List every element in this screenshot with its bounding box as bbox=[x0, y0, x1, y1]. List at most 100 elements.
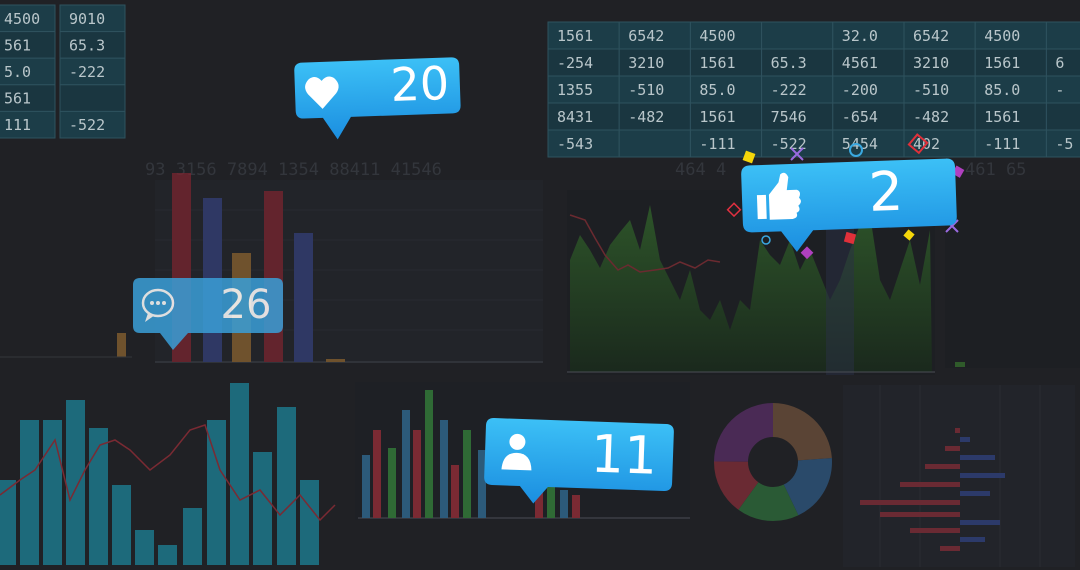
multi-bar-panel bbox=[355, 382, 690, 520]
table-cell-text: -222 bbox=[69, 63, 105, 81]
table-cell bbox=[59, 57, 126, 86]
table-cell bbox=[618, 48, 691, 77]
table-cell bbox=[59, 84, 126, 112]
table-cell-text: 1561 bbox=[557, 27, 593, 45]
table-cell-text: -482 bbox=[628, 108, 664, 126]
decoration bbox=[183, 508, 202, 565]
decoration bbox=[0, 480, 16, 565]
decoration bbox=[726, 202, 742, 218]
table-cell-text: -5 bbox=[1055, 135, 1073, 153]
decoration bbox=[960, 537, 985, 542]
table-cell bbox=[1045, 129, 1080, 158]
decoration bbox=[960, 473, 1005, 478]
table-cell-text: 6 bbox=[1055, 54, 1064, 72]
table-cell-text: -543 bbox=[557, 135, 593, 153]
decoration bbox=[790, 147, 804, 161]
decoration bbox=[910, 528, 960, 533]
comment-notification: 26 bbox=[133, 278, 283, 350]
decoration bbox=[960, 455, 995, 460]
table-cell-text: 1561 bbox=[699, 54, 735, 72]
decoration bbox=[294, 233, 313, 362]
decoration bbox=[463, 430, 471, 518]
like-notification: 20 bbox=[294, 56, 461, 140]
table-cell bbox=[547, 21, 620, 50]
decoration bbox=[960, 491, 990, 496]
table-cell bbox=[547, 129, 620, 158]
table-cell-text: -510 bbox=[913, 81, 949, 99]
table-cell-text: 5454 bbox=[842, 135, 878, 153]
table-cell bbox=[1045, 21, 1080, 50]
decoration bbox=[135, 530, 154, 565]
background-text: 464 4 bbox=[675, 160, 726, 180]
background-text: 461 65 bbox=[965, 160, 1026, 180]
background-text: 93 3156 7894 1354 88411 41546 bbox=[145, 160, 442, 180]
table-cell-text: 8431 bbox=[557, 108, 593, 126]
decoration bbox=[264, 191, 283, 362]
decoration bbox=[714, 403, 832, 521]
table-cell bbox=[618, 75, 691, 104]
decoration bbox=[162, 301, 166, 305]
confetti bbox=[726, 133, 965, 260]
thumbs-up-count: 2 bbox=[868, 160, 905, 224]
table-cell bbox=[0, 110, 56, 139]
table-cell-text: 3210 bbox=[913, 54, 949, 72]
decoration bbox=[20, 420, 39, 565]
table-cell bbox=[903, 48, 976, 77]
table-cell bbox=[1045, 75, 1080, 104]
table-cell-text: 111 bbox=[4, 116, 31, 134]
decoration bbox=[741, 158, 957, 252]
decoration bbox=[960, 437, 970, 442]
decoration bbox=[903, 229, 915, 241]
table-cell-text: -522 bbox=[69, 116, 105, 134]
table-cell bbox=[761, 75, 834, 104]
decoration bbox=[860, 500, 960, 505]
table-cell-text: 6542 bbox=[913, 27, 949, 45]
table-cell bbox=[761, 48, 834, 77]
pyramid-panel bbox=[843, 385, 1075, 567]
decoration bbox=[843, 385, 1075, 567]
table-cell bbox=[832, 48, 905, 77]
decoration bbox=[294, 57, 461, 140]
decoration bbox=[253, 452, 272, 565]
table-cell bbox=[1045, 102, 1080, 131]
table-cell-text: 65.3 bbox=[69, 36, 105, 54]
table-cell bbox=[903, 129, 976, 158]
decoration bbox=[849, 143, 863, 157]
table-cell-text: - bbox=[1055, 81, 1064, 99]
decoration bbox=[207, 420, 226, 565]
decoration bbox=[860, 428, 960, 551]
table-cell-text: 9010 bbox=[69, 10, 105, 28]
table-cell-text: -654 bbox=[842, 108, 878, 126]
follower-count: 11 bbox=[590, 424, 658, 486]
decoration bbox=[66, 400, 85, 565]
decoration bbox=[117, 333, 126, 357]
decoration bbox=[451, 465, 459, 518]
table-cell-text: 561 bbox=[4, 90, 31, 108]
table-cell bbox=[689, 48, 763, 77]
table-cell-text: 4500 bbox=[984, 27, 1020, 45]
decoration bbox=[945, 190, 1080, 368]
table-cell-text: 1561 bbox=[984, 54, 1020, 72]
table-cell-text: 1561 bbox=[699, 108, 735, 126]
decoration bbox=[484, 418, 674, 504]
decoration bbox=[141, 288, 175, 318]
decoration bbox=[300, 480, 319, 565]
decoration bbox=[960, 437, 1005, 542]
decoration bbox=[413, 430, 421, 518]
decoration bbox=[560, 490, 568, 518]
decoration bbox=[425, 390, 433, 518]
decoration bbox=[907, 133, 929, 155]
decoration bbox=[547, 470, 555, 518]
table-cell-text: 4500 bbox=[699, 27, 735, 45]
decoration bbox=[843, 231, 857, 245]
decoration bbox=[362, 455, 370, 518]
decoration bbox=[158, 545, 177, 565]
table-cell-text: 4561 bbox=[842, 54, 878, 72]
table-cell bbox=[974, 75, 1047, 104]
left-table: 4500 9010 561 65.3 5.0 -222 561 111 -522 bbox=[0, 4, 126, 139]
decoration bbox=[768, 172, 801, 220]
thumbs-up-notification: 2 bbox=[741, 158, 957, 252]
table-cell bbox=[903, 75, 976, 104]
